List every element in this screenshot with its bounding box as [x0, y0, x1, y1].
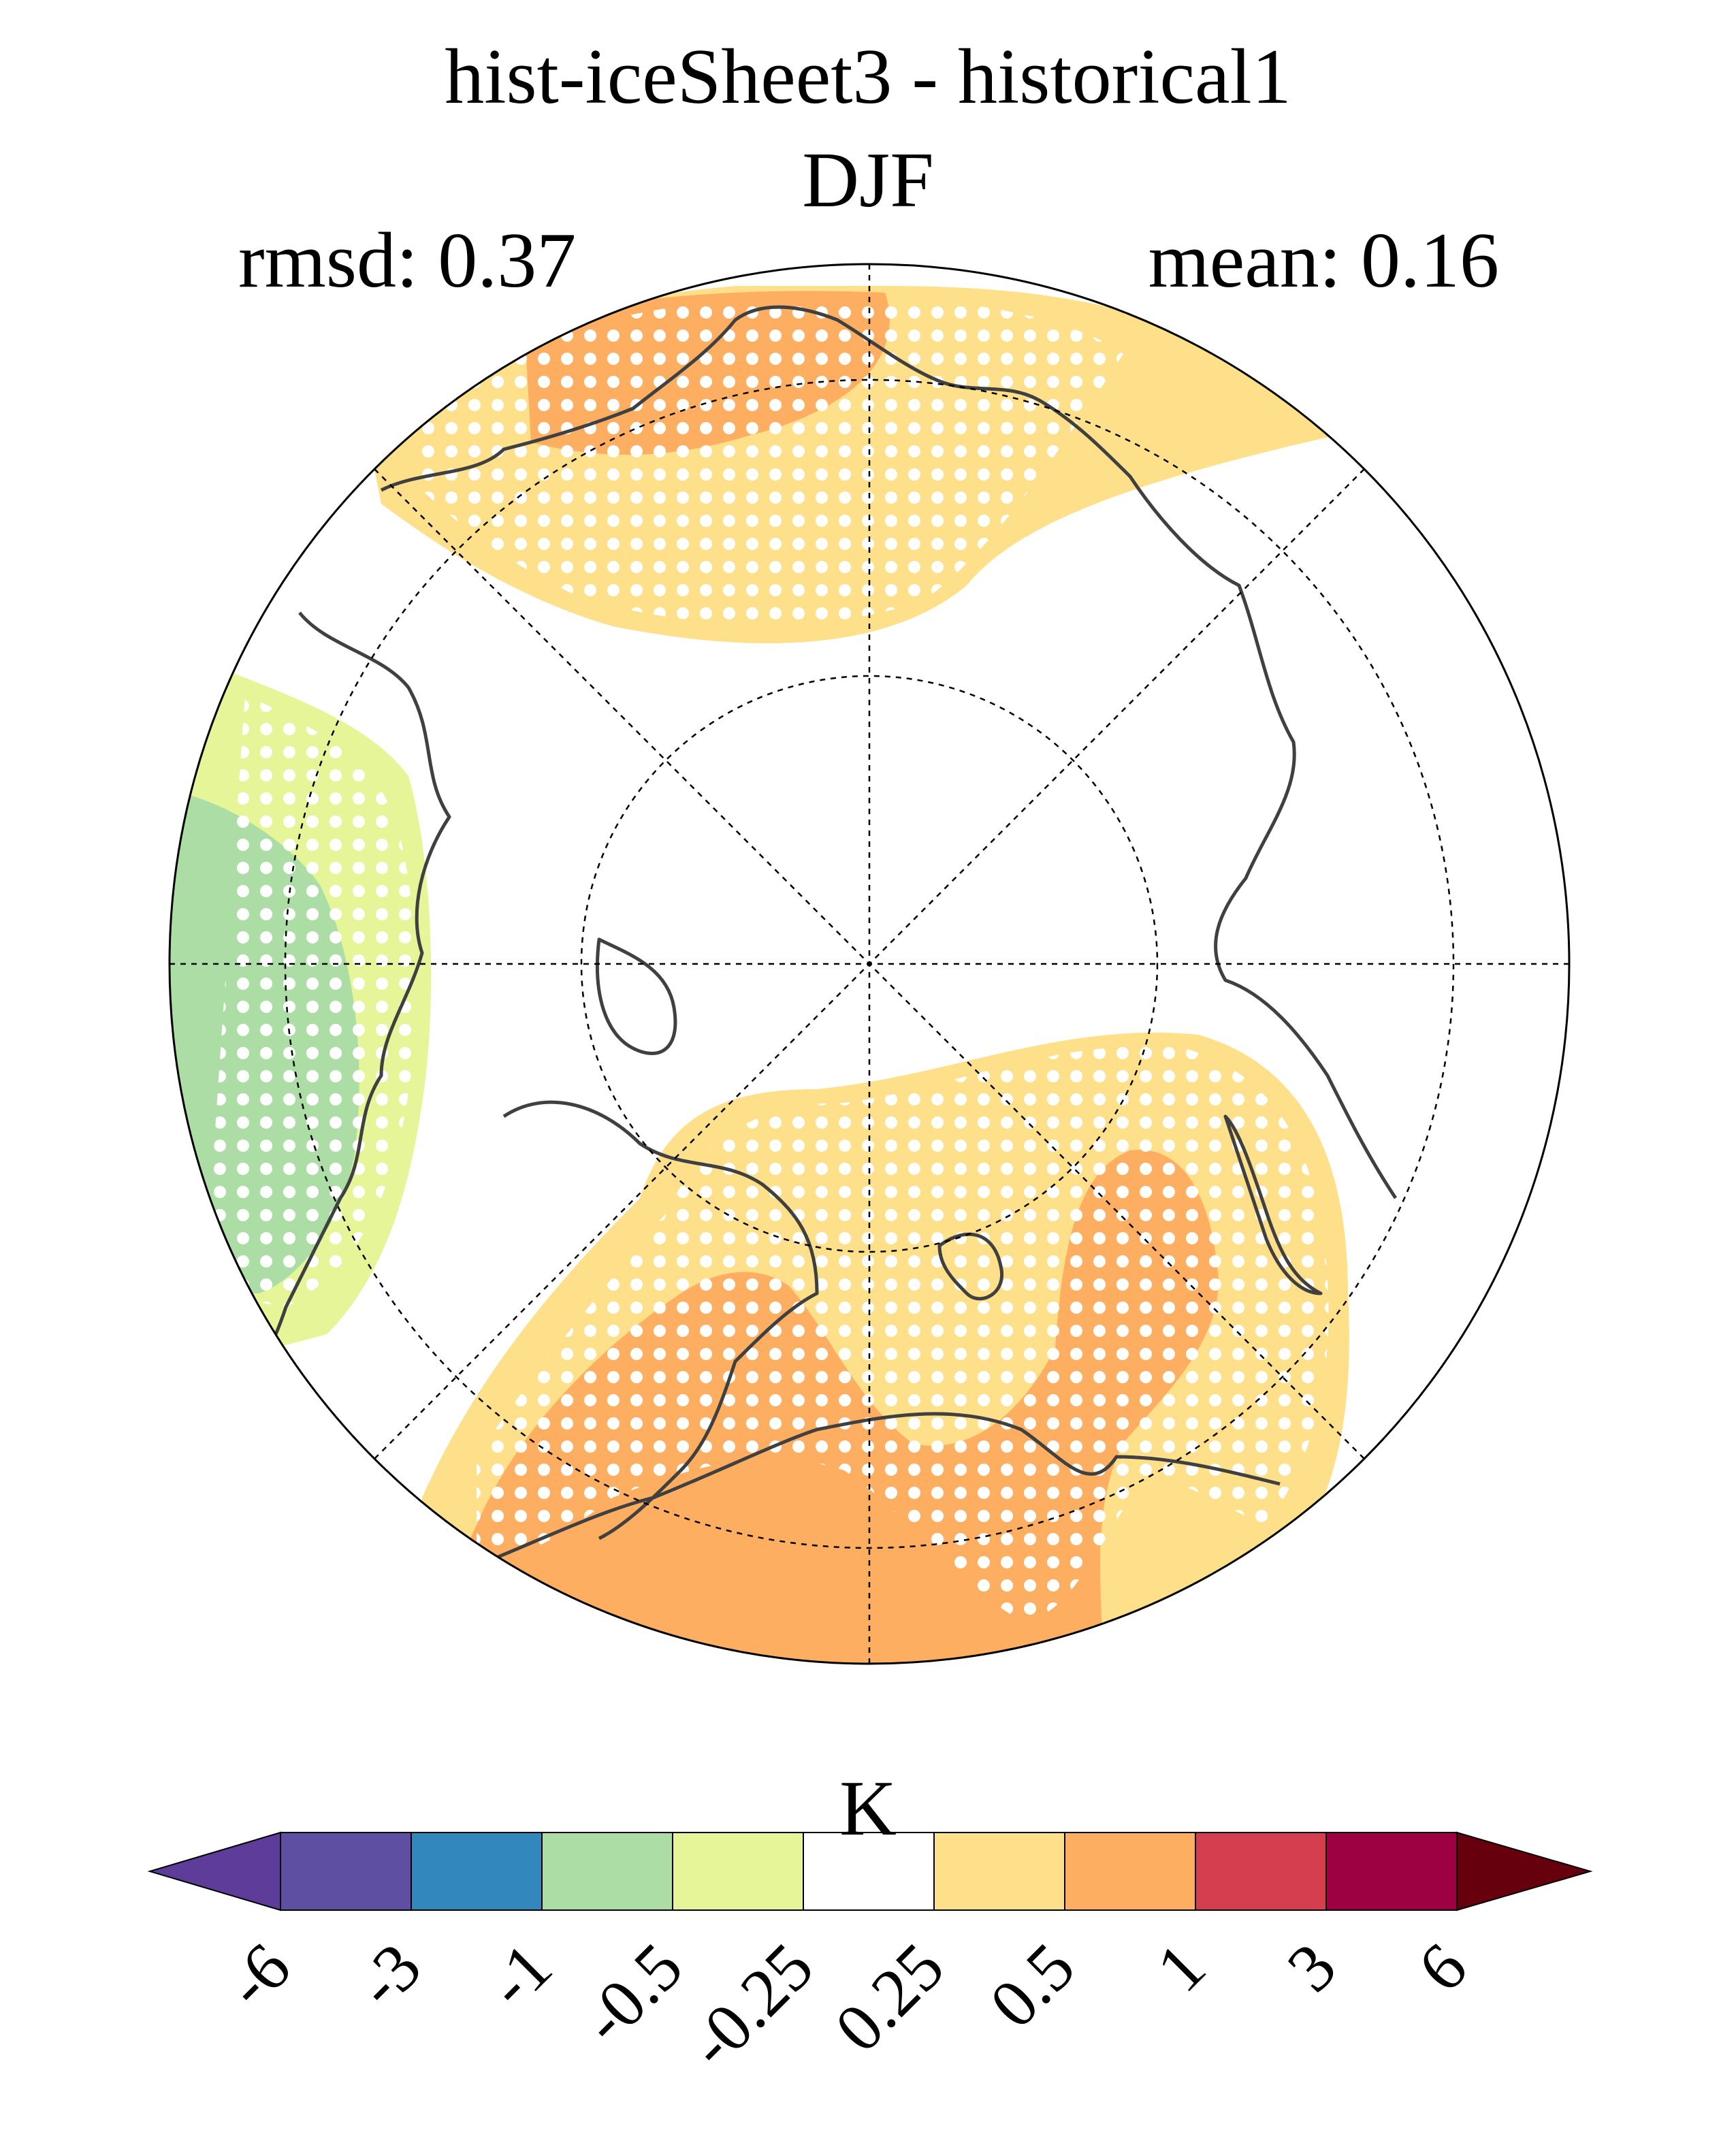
- colorbar-tick-label: 0.25: [820, 1929, 958, 2066]
- coastline-novaya-zemlya: [1223, 1114, 1323, 1295]
- colorbar-tick-label: -3: [342, 1929, 435, 2022]
- stippling-north: [408, 300, 1123, 625]
- colorbar-tick-label: 0.5: [976, 1929, 1089, 2042]
- colorbar-tick-label: -0.5: [567, 1929, 696, 2058]
- colorbar-tick-label: 6: [1404, 1929, 1481, 2006]
- colorbar-swatch: [672, 1832, 804, 1911]
- rmsd-label: rmsd: 0.37: [238, 217, 577, 304]
- coastline-svalbard: [937, 1232, 1004, 1301]
- coastline-greenland: [502, 1100, 819, 1540]
- colorbar-swatch: [803, 1832, 935, 1911]
- colorbar-swatch: [280, 1832, 412, 1911]
- colorbar-extend-high: [1456, 1831, 1593, 1911]
- colorbar-tick-label: 3: [1273, 1929, 1351, 2006]
- map-title: hist-iceSheet3 - historical1: [445, 33, 1291, 120]
- stippling-west: [204, 694, 417, 1307]
- colorbar: -6 -3 -1 -0.5-0.250.25 0.5 1 3 6: [147, 1831, 1593, 2082]
- colorbar-tick-label: -1: [472, 1929, 566, 2022]
- colorbar-swatch: [541, 1832, 673, 1911]
- graticule: [170, 264, 1569, 1664]
- coastline-southern-land: [476, 1412, 1281, 1568]
- colorbar-swatch: [1064, 1832, 1196, 1911]
- latitude-circle-70: [284, 378, 1455, 1549]
- colorbar-tick-label: 1: [1142, 1929, 1220, 2006]
- season-subtitle: DJF: [802, 137, 934, 224]
- coastline-western-land: [230, 611, 451, 1391]
- latitude-circle-80: [580, 675, 1159, 1253]
- colorbar-swatch: [933, 1832, 1065, 1911]
- colorbar-swatch: [411, 1832, 543, 1911]
- meridian-135: [374, 468, 1365, 1459]
- colorbar-tick-label: -0.25: [674, 1929, 828, 2082]
- coastline-northern-land: [380, 305, 1398, 1199]
- colorbar-swatch: [1325, 1832, 1458, 1911]
- colorbar-tick-label: -6: [211, 1929, 304, 2022]
- map-boundary: [168, 263, 1571, 1665]
- mean-label: mean: 0.16: [1148, 217, 1499, 304]
- coastline-arctic-islands: [596, 937, 677, 1055]
- coastlines: [230, 305, 1398, 1568]
- colorbar-units: K: [839, 1765, 897, 1852]
- colorbar-swatch: [1195, 1832, 1327, 1911]
